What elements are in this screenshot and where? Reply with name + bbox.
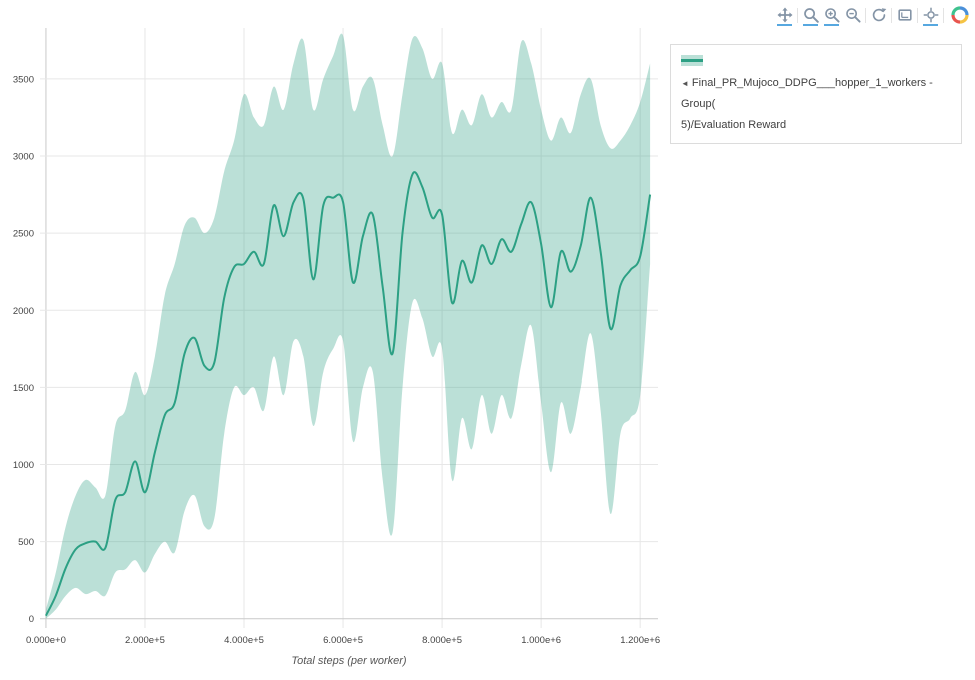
x-axis-title: Total steps (per worker) bbox=[291, 655, 406, 667]
legend-item[interactable]: ◄ Final_PR_Mujoco_DDPG___hopper_1_workers… bbox=[681, 52, 951, 136]
chart-layer: 0.000e+0 2.000e+5 4.000e+5 6.000e+5 8.000e+5… bbox=[13, 28, 660, 646]
mean-line bbox=[45, 171, 652, 617]
y-tick-label: 2000 bbox=[13, 306, 34, 317]
zoom-out-icon[interactable] bbox=[842, 5, 863, 25]
modebar bbox=[774, 5, 969, 26]
legend-collapse-icon[interactable]: ◄ bbox=[681, 79, 689, 88]
legend-label-line2: 5)/Evaluation Reward bbox=[681, 119, 787, 131]
reward-chart: 0.000e+0 2.000e+5 4.000e+5 6.000e+5 8.000e+5… bbox=[13, 28, 660, 667]
zoom-in-icon[interactable] bbox=[821, 5, 842, 26]
hover-closest-icon[interactable] bbox=[920, 5, 941, 26]
plotly-logo-icon[interactable] bbox=[951, 6, 969, 24]
modebar-separator bbox=[797, 7, 798, 23]
x-tick-label: 0.000e+0 bbox=[26, 635, 66, 646]
y-tick-label: 2500 bbox=[13, 229, 34, 240]
modebar-separator bbox=[943, 7, 944, 23]
x-tick-label: 8.000e+5 bbox=[422, 635, 462, 646]
x-tick-label: 1.200e+6 bbox=[620, 635, 660, 646]
legend-swatch-line bbox=[681, 59, 703, 62]
reset-axes-icon[interactable] bbox=[894, 5, 915, 25]
x-tick-label: 1.000e+6 bbox=[521, 635, 561, 646]
box-zoom-icon[interactable] bbox=[800, 5, 821, 26]
modebar-separator bbox=[865, 7, 866, 23]
plot-area[interactable] bbox=[40, 28, 658, 628]
pan-icon[interactable] bbox=[774, 5, 795, 26]
legend: ◄ Final_PR_Mujoco_DDPG___hopper_1_workers… bbox=[670, 44, 962, 144]
y-tick-label: 3500 bbox=[13, 74, 34, 85]
y-tick-label: 500 bbox=[18, 537, 34, 548]
x-tick-label: 6.000e+5 bbox=[323, 635, 363, 646]
y-tick-label: 3000 bbox=[13, 152, 34, 163]
autoscale-icon[interactable] bbox=[868, 5, 889, 25]
modebar-separator bbox=[917, 7, 918, 23]
legend-swatch-band bbox=[681, 55, 703, 66]
x-tick-label: 2.000e+5 bbox=[125, 635, 165, 646]
y-tick-label: 0 bbox=[29, 614, 34, 625]
modebar-separator bbox=[891, 7, 892, 23]
confidence-band bbox=[45, 33, 651, 619]
y-tick-label: 1500 bbox=[13, 383, 34, 394]
legend-label-line1: Final_PR_Mujoco_DDPG___hopper_1_workers … bbox=[681, 77, 933, 110]
x-tick-label: 4.000e+5 bbox=[224, 635, 264, 646]
y-tick-label: 1000 bbox=[13, 460, 34, 471]
